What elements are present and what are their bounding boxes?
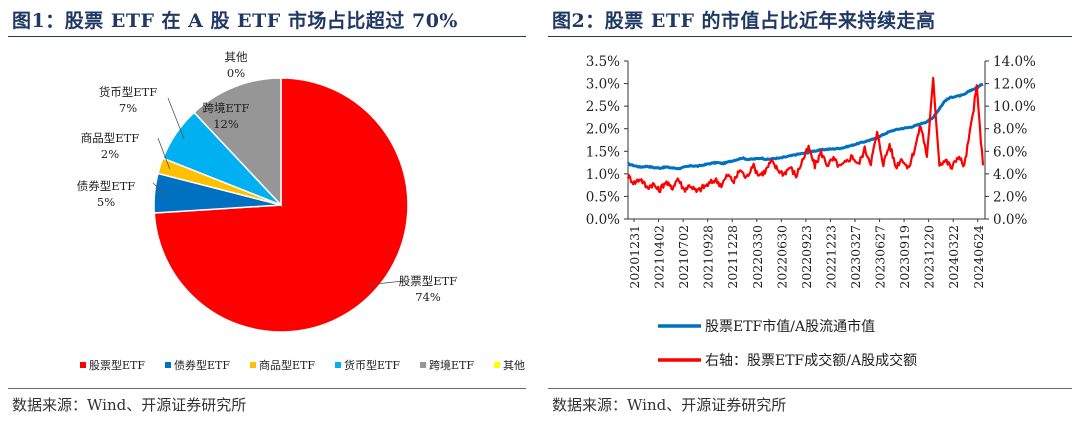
legend-swatch	[335, 362, 341, 368]
legend-swatch	[494, 362, 500, 368]
legend-label: 跨境ETF	[429, 358, 474, 372]
x-tick-label: 20211228	[725, 225, 740, 289]
pie-label-value: 0%	[227, 66, 245, 80]
x-tick-label: 20230327	[848, 225, 863, 289]
pie-leader-line	[366, 280, 404, 286]
left-tick-label: 1.0%	[586, 167, 620, 183]
pie-label-name: 债券型ETF	[77, 179, 136, 193]
pie-label-value: 2%	[101, 147, 119, 161]
line-chart-title: 图2：股票 ETF 的市值占比近年来持续走高	[552, 10, 936, 32]
x-tick-label: 20220330	[750, 225, 765, 289]
left-panel: 图1：股票 ETF 在 A 股 ETF 市场占比超过 70% 股票型ETF 74%…	[8, 0, 526, 422]
x-tick-label: 20230919	[897, 225, 912, 289]
title-rule	[8, 36, 526, 37]
title-rule	[548, 36, 1072, 37]
left-tick-label: 1.5%	[586, 144, 620, 160]
pie-label-value: 12%	[213, 117, 239, 131]
pie-source: 数据来源：Wind、开源证券研究所	[12, 396, 247, 414]
pie-chart-title: 图1：股票 ETF 在 A 股 ETF 市场占比超过 70%	[12, 10, 458, 32]
source-rule	[8, 388, 526, 389]
legend-label: 货币型ETF	[344, 358, 400, 372]
line-source: 数据来源：Wind、开源证券研究所	[552, 396, 787, 414]
pie-label-value: 5%	[97, 195, 115, 209]
left-tick-label: 3.0%	[586, 77, 620, 93]
x-tick-label: 20231220	[922, 225, 937, 289]
x-tick-label: 20240624	[971, 225, 986, 289]
pie-label-name: 货币型ETF	[99, 85, 158, 99]
right-tick-label: 0.0%	[993, 212, 1027, 228]
legend-swatch	[250, 362, 256, 368]
pie-chart: 股票型ETF 74% 债券型ETF 5% 商品型ETF 2% 货币型ETF 7% 跨境ETF 12…	[77, 50, 525, 372]
legend-swatch	[165, 362, 171, 368]
right-tick-label: 4.0%	[993, 167, 1027, 183]
right-tick-label: 2.0%	[993, 189, 1027, 205]
pie-leader-line	[157, 137, 171, 169]
right-tick-label: 14.0%	[993, 54, 1036, 70]
x-tick-label: 20220630	[774, 225, 789, 289]
x-tick-label: 20240322	[946, 225, 961, 289]
left-tick-label: 0.0%	[586, 212, 620, 228]
x-tick-label: 20210928	[701, 225, 716, 289]
left-tick-label: 3.5%	[586, 54, 620, 70]
pie-leader-line	[167, 97, 185, 140]
legend-label: 右轴：股票ETF成交额/A股成交额	[705, 352, 917, 369]
x-tick-label: 20201231	[627, 225, 642, 289]
pie-label-name: 商品型ETF	[81, 131, 140, 145]
x-tick-label: 20210402	[652, 225, 667, 289]
pie-label-name: 其他	[225, 50, 248, 64]
legend-label: 股票ETF市值/A股流通市值	[705, 318, 875, 335]
x-tick-label: 20221223	[823, 225, 838, 289]
x-tick-label: 20230627	[873, 225, 888, 289]
right-tick-label: 12.0%	[993, 77, 1036, 93]
pie-label-value: 74%	[415, 290, 441, 304]
left-tick-label: 0.5%	[586, 189, 620, 205]
x-tick-label: 20220923	[799, 225, 814, 289]
legend-label: 其他	[503, 359, 525, 372]
pie-label-value: 7%	[119, 101, 137, 115]
legend-swatch	[420, 362, 426, 368]
pie-slice-4	[192, 77, 282, 207]
right-panel: 图2：股票 ETF 的市值占比近年来持续走高 0.0% 0.5% 1.0% 1.5% 2…	[548, 0, 1072, 422]
legend-label: 股票型ETF	[89, 358, 145, 372]
right-tick-label: 10.0%	[993, 99, 1036, 115]
right-tick-label: 8.0%	[993, 122, 1027, 138]
legend-label: 债券型ETF	[174, 358, 230, 372]
pie-label-name: 股票型ETF	[399, 274, 458, 288]
left-tick-label: 2.0%	[586, 122, 620, 138]
legend-swatch	[80, 362, 86, 368]
legend-label: 商品型ETF	[259, 358, 315, 372]
source-rule	[548, 388, 1072, 389]
line-chart: 0.0% 0.5% 1.0% 1.5% 2.0% 2.5% 3.0% 3.5% 0.0% 2.0%…	[586, 54, 1036, 369]
pie-label-name: 跨境ETF	[202, 101, 249, 115]
pie-leader-line	[152, 182, 165, 195]
x-tick-label: 20210702	[676, 225, 691, 289]
left-tick-label: 2.5%	[586, 99, 620, 115]
right-tick-label: 6.0%	[993, 144, 1027, 160]
series-line-turnover-ratio	[626, 76, 985, 194]
